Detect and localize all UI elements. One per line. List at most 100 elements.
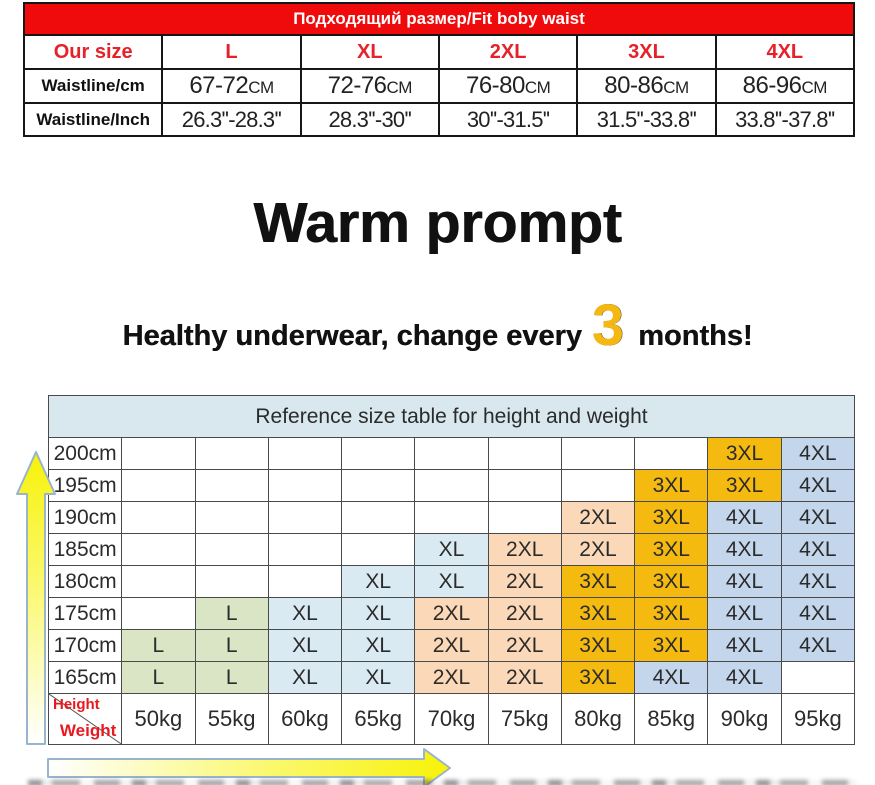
size-cell: 3XL [560,629,636,662]
size-cell: 2XL [414,661,489,694]
size-cell: 4XL [780,437,856,470]
size-cell [267,437,343,470]
size-cell: 3XL [634,565,709,598]
size-cell [194,533,269,566]
weight-col-label: 85kg [634,693,709,745]
size-cell: XL [341,629,416,662]
size-cell: 4XL [707,533,782,566]
size-cell: 4XL [780,597,856,630]
fit-cm-row-label: Waistline/cm [22,68,164,104]
subtitle-text-before: Healthy underwear, change every [122,320,582,352]
height-weight-corner-cell: Height Weight [47,693,123,745]
size-cell [341,469,416,502]
size-cell: 4XL [707,629,782,662]
size-cell: 2XL [487,661,562,694]
size-cell: 3XL [707,437,782,470]
size-cell: L [121,661,196,694]
size-cell [121,501,196,534]
size-cell [341,437,416,470]
size-cell: 4XL [780,501,856,534]
size-cell: 2XL [487,565,562,598]
size-cell: 3XL [634,629,709,662]
cm-unit: CM [663,78,689,97]
weight-col-label: 50kg [121,693,196,745]
cm-value: 86-96 [742,72,802,99]
size-cell: 2XL [560,533,636,566]
size-cell: 4XL [780,533,856,566]
height-axis-up-arrow-icon [16,451,56,745]
corner-weight-label: Weight [59,721,117,740]
size-cell [194,437,269,470]
size-cell: XL [267,597,343,630]
size-cell: L [194,661,269,694]
size-cell: 3XL [634,501,709,534]
height-row-label: 185cm [47,533,123,566]
size-table-title: Reference size table for height and weig… [48,395,855,438]
subtitle-number-three: 3 [591,293,625,358]
size-cell: 2XL [414,629,489,662]
size-cell: 3XL [560,565,636,598]
size-cell [487,437,562,470]
fit-size-cell: XL [299,34,440,70]
size-cell: XL [341,597,416,630]
fit-size-cell: 4XL [714,34,856,70]
fit-inch-cell: 33.8''-37.8'' [714,102,856,137]
weight-col-label: 65kg [341,693,416,745]
diagonal-divider-line [49,694,121,744]
size-cell: 2XL [560,501,636,534]
weight-col-label: 55kg [194,693,269,745]
size-reference-table: Reference size table for height and weig… [47,395,856,745]
size-cell [194,501,269,534]
size-cell: L [194,629,269,662]
size-cell [121,565,196,598]
size-cell [121,469,196,502]
corner-height-label: Height [53,696,100,713]
size-cell [414,469,489,502]
size-cell [267,533,343,566]
size-cell: 3XL [634,597,709,630]
fit-inch-cell: 26.3''-28.3'' [161,102,302,137]
size-cell: L [121,629,196,662]
size-cell [194,469,269,502]
cm-unit: CM [801,78,828,97]
weight-col-label: 60kg [267,693,343,745]
height-row-label: 175cm [47,597,123,630]
warm-prompt-subtitle: Healthy underwear, change every 3 months! [0,296,875,366]
size-cell [560,469,636,502]
size-cell [414,437,489,470]
fit-cm-cell: 76-80CM [437,68,579,104]
size-cell: 4XL [780,629,856,662]
fit-cm-cell: 80-86CM [576,68,717,104]
cm-value: 67-72 [189,72,249,99]
size-cell [121,533,196,566]
fit-inch-cell: 31.5''-33.8'' [576,102,717,137]
size-cell: XL [341,565,416,598]
size-cell: XL [414,565,489,598]
fit-waist-table: Подходящий размер/Fit boby waist Our size… [22,2,856,137]
size-cell: 3XL [560,661,636,694]
height-row-label: 200cm [47,437,123,470]
fit-size-cell: 2XL [437,34,579,70]
fit-inch-row-label: Waistline/Inch [22,102,164,137]
size-cell: 4XL [707,565,782,598]
size-cell [121,437,196,470]
fit-cm-cell: 67-72CM [161,68,302,104]
cm-value: 72-76 [327,72,387,99]
weight-axis-right-arrow-icon [47,748,451,785]
cropped-bottom-text [28,780,856,785]
height-row-label: 165cm [47,661,123,694]
size-cell: 2XL [487,629,562,662]
size-cell: 4XL [707,501,782,534]
size-cell [487,469,562,502]
fit-cm-cell: 72-76CM [299,68,440,104]
fit-inch-cell: 28.3''-30'' [299,102,440,137]
height-row-label: 195cm [47,469,123,502]
fit-size-cell: L [161,34,302,70]
weight-col-label: 95kg [780,693,856,745]
size-cell [267,501,343,534]
size-cell: XL [414,533,489,566]
size-cell: 2XL [414,597,489,630]
size-cell [194,565,269,598]
size-cell [780,661,856,694]
size-cell [341,501,416,534]
